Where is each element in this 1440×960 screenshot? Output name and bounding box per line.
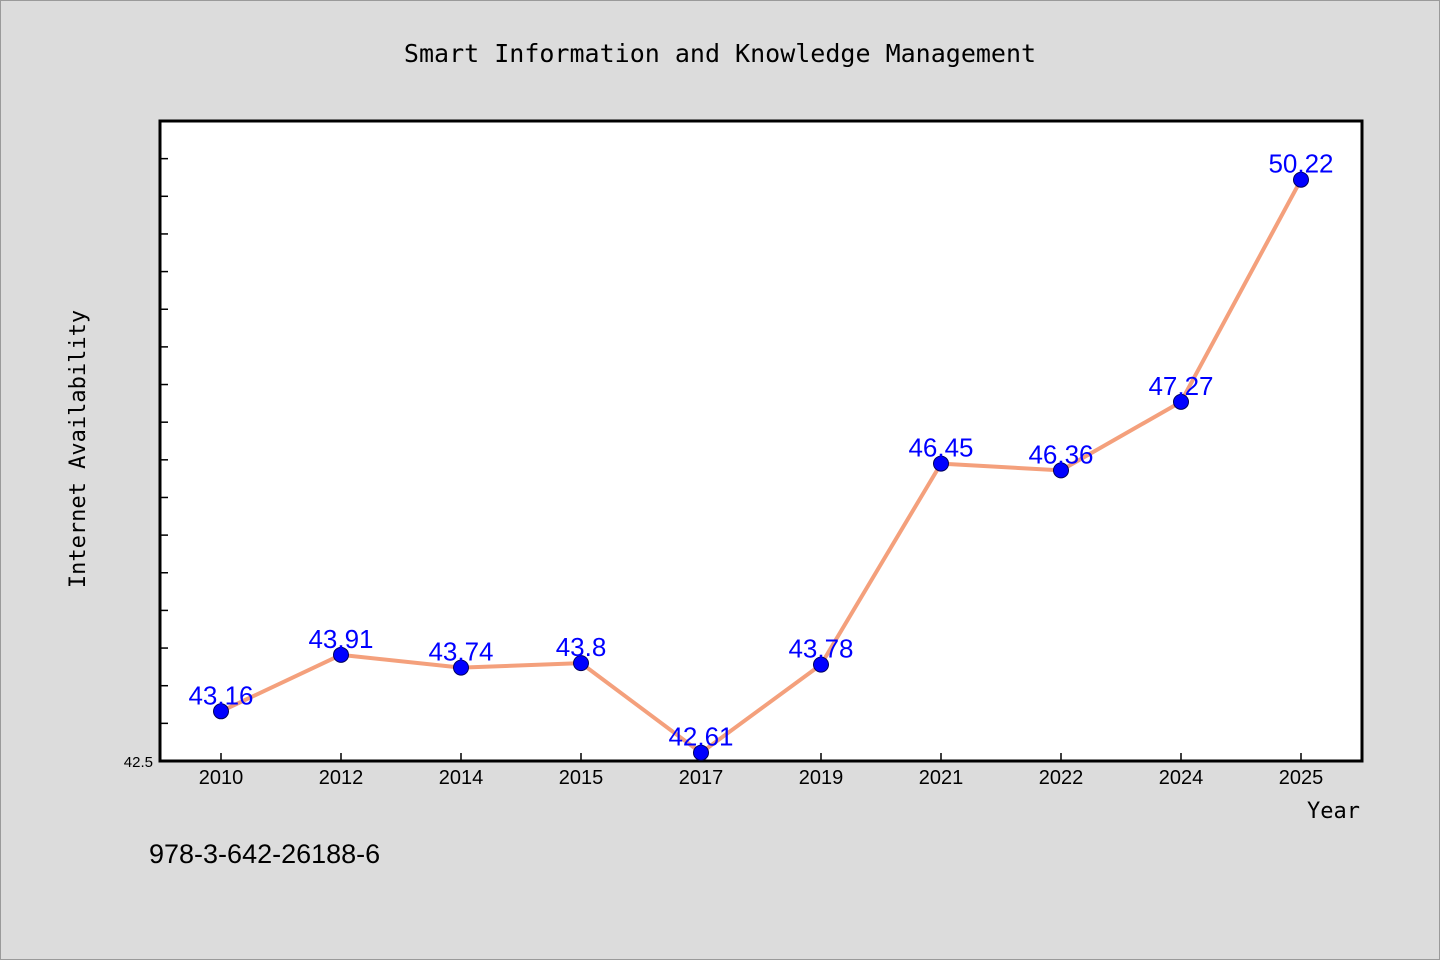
data-label-2025: 50.22 [1268,149,1333,179]
series-line [220,178,1303,755]
data-label-2024: 47.27 [1148,371,1213,401]
data-markers [213,171,1309,761]
chart-title: Smart Information and Knowledge Manageme… [404,39,1036,68]
data-point-2022 [1053,462,1069,479]
x-tick-label-2015: 2015 [559,767,604,789]
data-point-2019 [813,656,829,673]
data-label-2022: 46.36 [1028,439,1093,469]
data-label-2017: 42.61 [668,722,733,752]
y-axis-ticks [160,120,168,762]
data-point-2021 [933,455,949,472]
x-tick-label-2021: 2021 [919,767,964,789]
x-tick-label-2010: 2010 [199,767,244,789]
x-tick-label-2025: 2025 [1279,767,1324,789]
data-point-2012 [333,646,349,663]
y-tick-label-min: 42.5 [124,754,153,771]
x-axis-tick-labels: 2010 2012 2014 2015 2017 2019 2021 2022 2024 2025 [199,767,1324,789]
data-label-2015: 43.8 [556,632,607,662]
data-label-2014: 43.74 [428,637,493,667]
data-point-2010 [213,703,229,720]
x-tick-label-2014: 2014 [439,767,484,789]
data-point-2025 [1293,171,1309,188]
data-labels: 43.16 43.91 43.74 43.8 42.61 43.78 46.45 46.36 4… [188,149,1333,752]
x-tick-label-2022: 2022 [1039,767,1084,789]
data-label-2010: 43.16 [188,680,253,710]
x-axis-title: Year [1307,799,1360,824]
y-axis-title: Internet Availability [66,310,91,588]
footer-isbn: 978-3-642-26188-6 [149,839,380,869]
data-point-2017 [693,744,709,761]
data-point-2014 [453,659,469,676]
x-tick-label-2012: 2012 [319,767,364,789]
x-tick-label-2019: 2019 [799,767,844,789]
x-tick-label-2024: 2024 [1159,767,1204,789]
data-label-2021: 46.45 [908,433,973,463]
x-tick-label-2017: 2017 [679,767,724,789]
data-label-2019: 43.78 [788,634,853,664]
plot-area [158,119,1364,763]
data-point-2024 [1173,393,1189,410]
data-point-2015 [573,655,589,672]
data-label-2012: 43.91 [308,624,373,654]
